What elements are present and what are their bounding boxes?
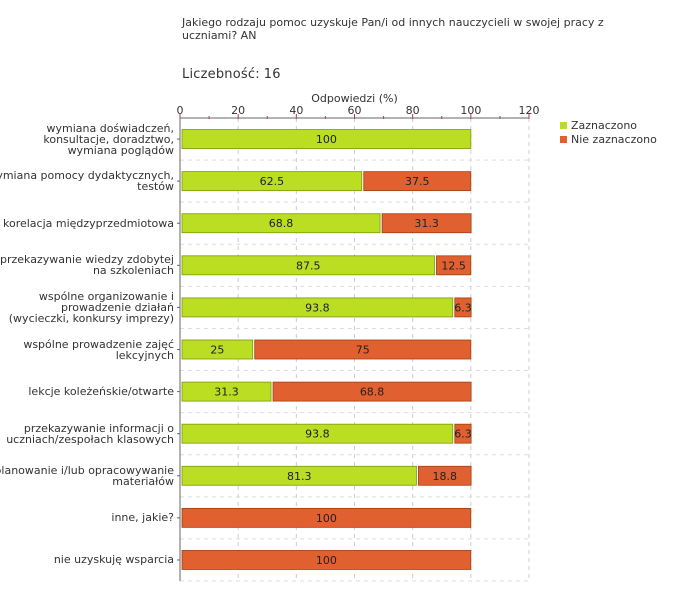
category-label: lekcje koleżeńskie/otwarte xyxy=(28,385,174,399)
bar-value-label: 100 xyxy=(316,133,337,146)
bar-selected xyxy=(181,465,417,486)
bar-value-label: 93.8 xyxy=(305,301,330,314)
x-tick-label: 40 xyxy=(289,104,303,117)
bar-value-label: 31.3 xyxy=(214,386,239,399)
x-tick-label: 100 xyxy=(460,104,481,117)
x-tick-label: 0 xyxy=(177,104,184,117)
x-tick-label: 20 xyxy=(231,104,245,117)
legend-item-not-selected: Nie zaznaczono xyxy=(560,132,657,146)
legend-label-selected: Zaznaczono xyxy=(571,118,638,132)
bar-value-label: 37.5 xyxy=(405,175,430,188)
bar-selected xyxy=(181,423,454,444)
chart-title: Jakiego rodzaju pomoc uzyskuje Pan/i od … xyxy=(182,16,604,42)
bar-selected xyxy=(181,297,454,318)
bar-not-selected xyxy=(254,339,472,360)
bar-selected xyxy=(181,381,272,402)
bar-selected xyxy=(181,255,435,276)
category-label: inne, jakie? xyxy=(111,511,174,525)
bar-value-label: 68.8 xyxy=(360,386,385,399)
bar-value-label: 87.5 xyxy=(296,259,321,272)
x-axis-label: Odpowiedzi (%) xyxy=(311,92,398,105)
bar-not-selected xyxy=(363,171,472,192)
legend-swatch-not-selected xyxy=(560,135,567,143)
legend-swatch-selected xyxy=(560,121,567,129)
bar-selected xyxy=(181,129,472,149)
category-label: wymiana doświadczeń, konsultacje, doradz… xyxy=(43,121,174,157)
bar-not-selected xyxy=(418,465,472,486)
bar-value-label: 18.8 xyxy=(433,470,458,483)
legend-label-not-selected: Nie zaznaczono xyxy=(571,132,657,146)
bar-not-selected xyxy=(181,550,472,570)
bar-selected xyxy=(181,171,363,192)
category-label: nie uzyskuję wsparcia xyxy=(53,553,174,567)
bar-value-label: 6.3 xyxy=(454,301,472,314)
bar-selected xyxy=(181,339,254,360)
bar-not-selected xyxy=(436,255,472,276)
sample-count-value: 16 xyxy=(263,67,281,82)
bar-value-label: 68.8 xyxy=(269,217,294,230)
x-tick-label: 120 xyxy=(519,104,540,117)
bar-not-selected xyxy=(181,507,472,528)
bar-not-selected xyxy=(272,381,472,402)
category-label: wymiana pomocy dydaktycznych, testów xyxy=(0,169,174,194)
bar-selected xyxy=(181,213,381,234)
bar-value-label: 25 xyxy=(210,344,224,357)
bar-value-label: 6.3 xyxy=(454,428,472,441)
bar-value-label: 93.8 xyxy=(305,428,330,441)
category-label: przekazywanie wiedzy zdobytej na szkolen… xyxy=(0,253,174,278)
category-label: korelacja międzyprzedmiotowa xyxy=(2,216,174,230)
category-label: wspólne organizowanie i prowadzenie dzia… xyxy=(8,289,174,325)
bar-value-label: 31.3 xyxy=(414,217,439,230)
bar-not-selected xyxy=(454,297,472,318)
bar-value-label: 81.3 xyxy=(287,470,312,483)
bar-value-label: 100 xyxy=(316,512,337,525)
x-tick-label: 60 xyxy=(348,104,362,117)
legend: Zaznaczono Nie zaznaczono xyxy=(560,118,657,146)
bar-value-label: 62.5 xyxy=(260,175,285,188)
category-label: planowanie i/lub opracowywanie materiałó… xyxy=(0,463,174,488)
bar-not-selected xyxy=(454,423,472,444)
bar-value-label: 75 xyxy=(356,344,370,357)
category-label: wspólne prowadzenie zajęć lekcyjnych xyxy=(23,337,174,362)
bar-value-label: 12.5 xyxy=(441,259,466,272)
category-label: przekazywanie informacji o uczniach/zesp… xyxy=(6,421,174,446)
x-tick-label: 80 xyxy=(406,104,420,117)
bar-not-selected xyxy=(381,213,472,234)
bar-value-label: 100 xyxy=(316,554,337,567)
sample-count-label: Liczebność: xyxy=(182,67,260,82)
sample-count: Liczebność: 16 xyxy=(182,67,285,82)
legend-item-selected: Zaznaczono xyxy=(560,118,657,132)
